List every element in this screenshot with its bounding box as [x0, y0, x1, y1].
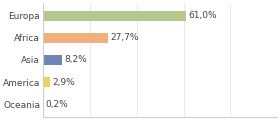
Text: 0,2%: 0,2%	[46, 99, 69, 108]
Bar	[43, 33, 108, 43]
Bar	[43, 11, 186, 21]
Bar	[43, 55, 62, 65]
Bar	[43, 77, 50, 87]
Text: 8,2%: 8,2%	[64, 55, 87, 64]
Text: 2,9%: 2,9%	[52, 78, 75, 87]
Text: 61,0%: 61,0%	[188, 12, 217, 21]
Text: 27,7%: 27,7%	[110, 33, 139, 42]
